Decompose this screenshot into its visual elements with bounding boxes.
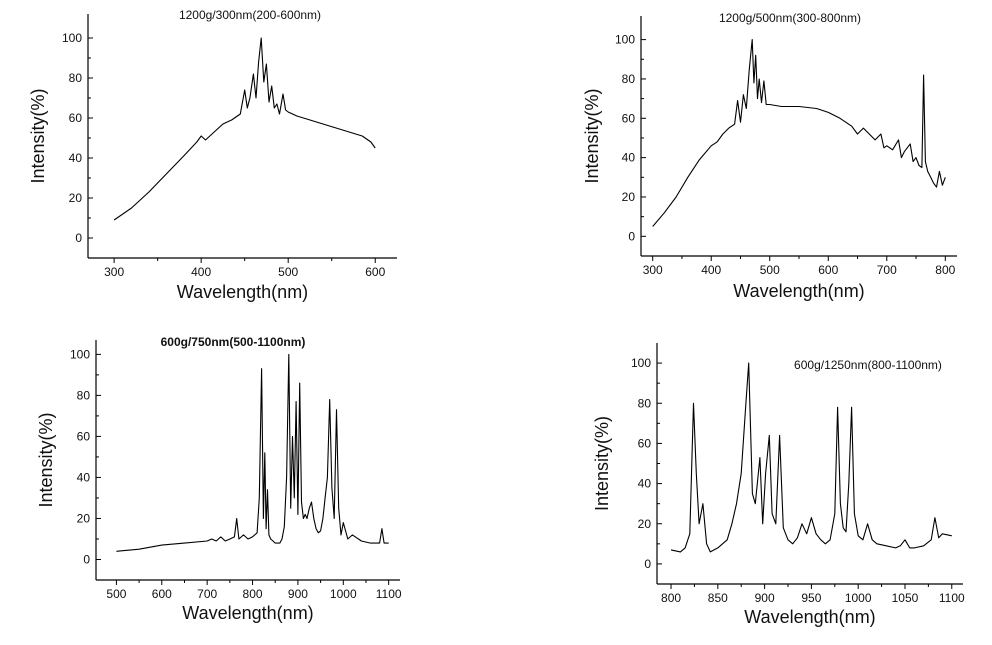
panel-top-left: 300 400 500 600 0 20 40 60 80 100 1200g/300nm(200-…	[28, 8, 397, 302]
y-tick-label: 100	[62, 31, 82, 45]
y-axis-label: Intensity(%)	[28, 88, 48, 183]
y-tick-label: 100	[615, 33, 635, 47]
x-tick-label: 800	[243, 587, 263, 601]
y-axis-label: Intensity(%)	[582, 88, 602, 183]
y-tick-label: 100	[631, 356, 651, 370]
chart-title: 1200g/300nm(200-600nm)	[179, 8, 321, 22]
panel-top-right: 300 400 500 600 700 800 0 20 40 60 80 100 1200g/500n…	[582, 11, 957, 301]
y-tick-label: 60	[69, 111, 83, 125]
y-tick-label: 40	[638, 477, 652, 491]
x-tick-label: 400	[701, 263, 721, 277]
y-tick-label: 0	[75, 231, 82, 245]
x-tick-label: 700	[197, 587, 217, 601]
y-tick-label: 60	[622, 111, 636, 125]
y-axis-label: Intensity(%)	[592, 416, 612, 511]
x-axis-label: Wavelength(nm)	[177, 282, 308, 302]
series-line-0	[670, 362, 952, 553]
y-tick-label: 20	[77, 511, 91, 525]
y-tick-label: 80	[77, 388, 91, 402]
y-tick-label: 80	[69, 71, 83, 85]
y-tick-label: 40	[77, 470, 91, 484]
x-tick-label: 850	[708, 591, 728, 605]
y-tick-label: 40	[622, 151, 636, 165]
y-tick-label: 60	[638, 436, 652, 450]
x-tick-label: 1100	[939, 591, 965, 605]
series-line-0	[652, 39, 946, 227]
x-tick-label: 950	[801, 591, 821, 605]
y-tick-label: 100	[70, 347, 90, 361]
x-tick-label: 800	[661, 591, 681, 605]
y-tick-label: 60	[77, 429, 91, 443]
x-tick-label: 500	[106, 587, 126, 601]
y-tick-label: 20	[622, 190, 636, 204]
chart-title: 1200g/500nm(300-800nm)	[719, 11, 861, 25]
panel-bottom-right: 800 850 900 950 1000 1050 1100 0 20 40 60 80 100 600g…	[592, 343, 965, 627]
x-tick-label: 1000	[330, 587, 357, 601]
y-tick-label: 0	[644, 557, 651, 571]
x-tick-label: 500	[760, 263, 780, 277]
x-tick-label: 600	[365, 265, 385, 279]
x-axis-label: Wavelength(nm)	[182, 603, 313, 623]
y-axis-label: Intensity(%)	[36, 412, 56, 507]
x-tick-label: 1050	[892, 591, 919, 605]
series-line-0	[113, 37, 376, 221]
y-tick-label: 0	[83, 552, 90, 566]
y-tick-label: 0	[628, 229, 635, 243]
x-tick-label: 900	[288, 587, 308, 601]
x-tick-label: 300	[643, 263, 663, 277]
x-axis-label: Wavelength(nm)	[744, 607, 875, 627]
chart-title: 600g/750nm(500-1100nm)	[161, 335, 306, 349]
panel-bottom-left: 500 600 700 800 900 1000 1100 0 20 40 60 80 100 600g/…	[36, 335, 402, 623]
x-tick-label: 900	[755, 591, 775, 605]
x-tick-label: 500	[278, 265, 298, 279]
x-axis-label: Wavelength(nm)	[733, 281, 864, 301]
x-tick-label: 600	[152, 587, 172, 601]
y-tick-label: 80	[622, 72, 636, 86]
x-tick-label: 1100	[376, 587, 402, 601]
x-tick-label: 700	[877, 263, 897, 277]
x-tick-label: 800	[935, 263, 955, 277]
y-tick-label: 20	[638, 517, 652, 531]
y-tick-label: 20	[69, 191, 83, 205]
x-tick-label: 300	[104, 265, 124, 279]
x-tick-label: 400	[191, 265, 211, 279]
x-tick-label: 1000	[845, 591, 872, 605]
y-tick-label: 40	[69, 151, 83, 165]
series-line-0	[116, 353, 389, 552]
y-tick-label: 80	[638, 396, 652, 410]
x-tick-label: 600	[818, 263, 838, 277]
chart-title: 600g/1250nm(800-1100nm)	[794, 358, 942, 372]
